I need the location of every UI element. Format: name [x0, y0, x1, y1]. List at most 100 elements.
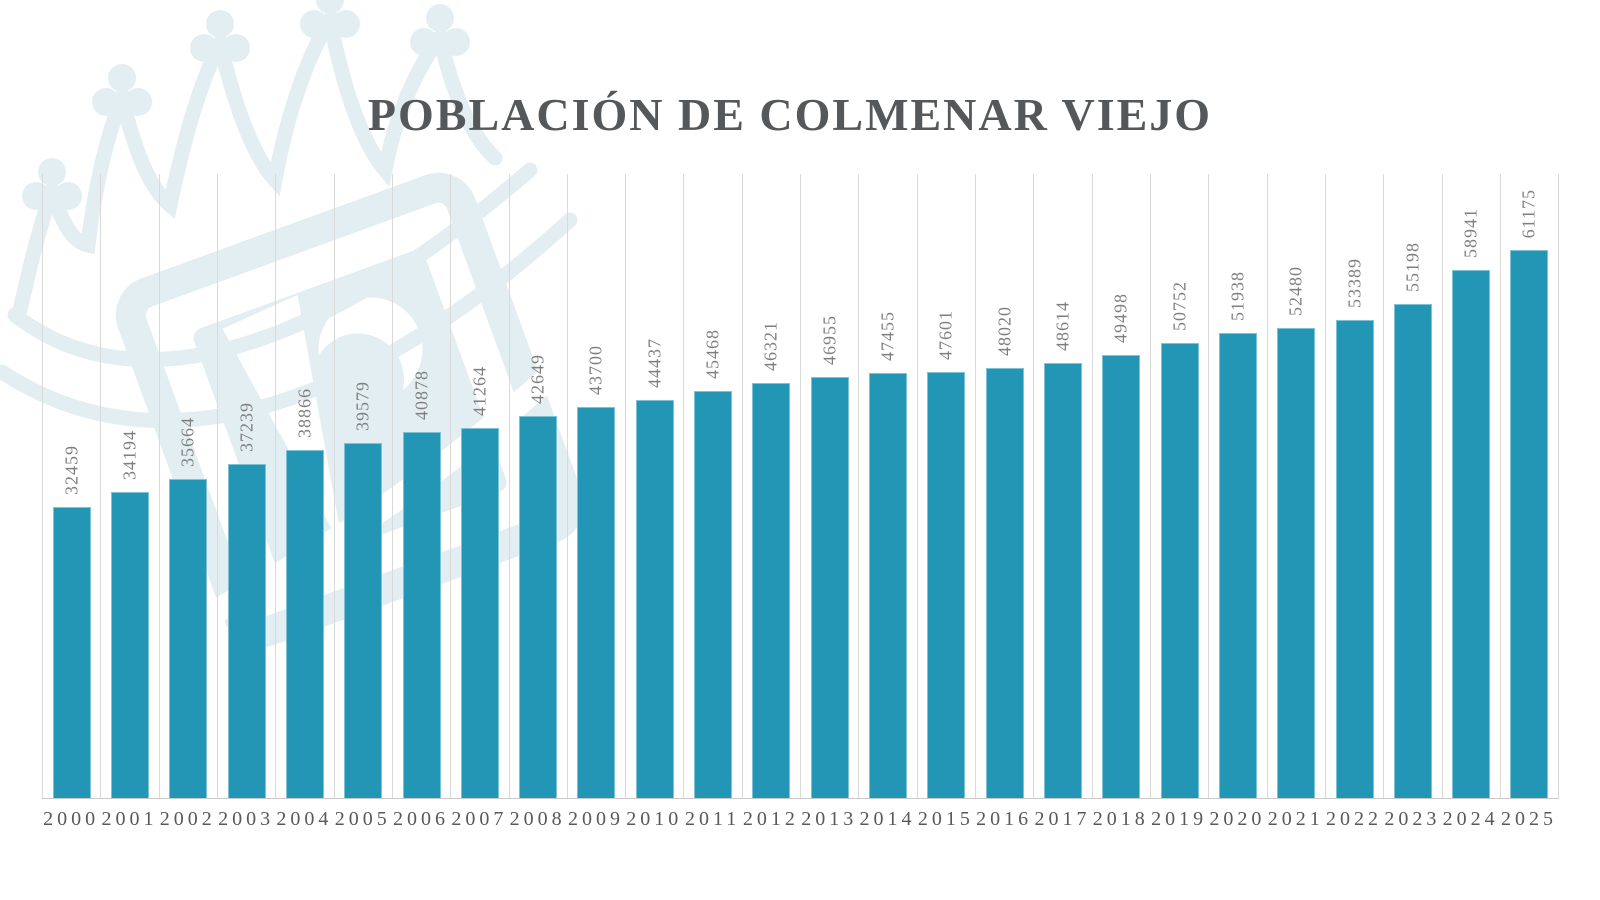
- bar: [1102, 355, 1141, 798]
- bar-column: 41264: [450, 174, 508, 798]
- x-axis-label: 2005: [334, 808, 391, 830]
- x-axis-label: 2004: [276, 808, 333, 830]
- bar-value-label: 48614: [1052, 301, 1073, 351]
- x-axis-label: 2001: [101, 808, 158, 830]
- bar-value-label: 34194: [119, 430, 140, 480]
- bar-column: 47455: [858, 174, 916, 798]
- bar-column: 50752: [1149, 174, 1208, 798]
- bar: [1043, 363, 1082, 798]
- bar-column: 53389: [1324, 174, 1383, 798]
- bar-column: 42649: [508, 174, 567, 798]
- x-axis-label: 2025: [1500, 808, 1557, 830]
- bar-value-label: 46321: [760, 321, 781, 371]
- bar-value-label: 39579: [352, 381, 373, 431]
- bar: [402, 432, 441, 798]
- bar-column: 37239: [216, 174, 275, 798]
- bar: [1452, 270, 1491, 798]
- bar: [985, 368, 1024, 798]
- x-axis-label: 2012: [742, 808, 799, 830]
- bar: [110, 492, 149, 798]
- bar-column: 46955: [800, 174, 858, 798]
- crown-icon: [0, 0, 578, 429]
- x-axis-label: 2003: [218, 808, 275, 830]
- x-axis-label: 2024: [1442, 808, 1499, 830]
- bar-column: 38866: [275, 174, 333, 798]
- x-axis-label: 2010: [626, 808, 683, 830]
- x-axis-label: 2006: [393, 808, 450, 830]
- x-axis-label: 2023: [1384, 808, 1441, 830]
- x-axis-label: 2021: [1267, 808, 1324, 830]
- bar-value-label: 58941: [1460, 208, 1481, 258]
- x-axis-label: 2015: [917, 808, 974, 830]
- x-axis-label: 2009: [567, 808, 624, 830]
- bar: [635, 400, 674, 798]
- bar: [1335, 320, 1374, 798]
- bar: [810, 377, 849, 798]
- bar: [1393, 304, 1432, 798]
- bar-value-label: 44437: [644, 338, 665, 388]
- x-axis-label: 2018: [1092, 808, 1149, 830]
- bar: [1510, 250, 1549, 798]
- plot-area: 32459 34194 35664 37239 38866 39579 40878 41264…: [42, 174, 1559, 799]
- bar: [460, 428, 499, 798]
- bar-column: 45468: [683, 174, 741, 798]
- x-axis-label: 2019: [1151, 808, 1208, 830]
- x-axis-label: 2000: [43, 808, 100, 830]
- bar-value-label: 48020: [994, 306, 1015, 356]
- bar: [344, 443, 383, 798]
- bar: [52, 507, 91, 798]
- bar-column: 52480: [1266, 174, 1325, 798]
- bar-column: 55198: [1383, 174, 1441, 798]
- x-axis-label: 2008: [509, 808, 566, 830]
- bar-value-label: 55198: [1402, 242, 1423, 292]
- bar: [869, 373, 908, 798]
- bar: [577, 407, 616, 798]
- bar-value-label: 43700: [585, 345, 606, 395]
- bar: [1218, 333, 1257, 798]
- bar-column: 49498: [1091, 174, 1150, 798]
- x-axis-label: 2002: [159, 808, 216, 830]
- bar-column: 34194: [100, 174, 158, 798]
- x-axis-label: 2016: [976, 808, 1033, 830]
- x-axis-label: 2011: [684, 808, 741, 830]
- bar-column: 47601: [916, 174, 975, 798]
- bar: [169, 479, 208, 798]
- bar-column: 40878: [391, 174, 450, 798]
- bar-value-label: 51938: [1227, 271, 1248, 321]
- bar-value-label: 61175: [1518, 188, 1539, 238]
- bar-column: 48614: [1033, 174, 1091, 798]
- x-axis-label: 2014: [859, 808, 916, 830]
- bar-value-label: 49498: [1110, 293, 1131, 343]
- chart-title: POBLACIÓN DE COLMENAR VIEJO: [367, 89, 1213, 140]
- bar: [927, 372, 966, 798]
- bar-value-label: 53389: [1344, 258, 1365, 308]
- bar: [519, 416, 558, 798]
- bar-value-label: 45468: [702, 329, 723, 379]
- bar-value-label: 47601: [935, 310, 956, 360]
- bar-value-label: 35664: [177, 417, 198, 467]
- bar: [1277, 328, 1316, 798]
- x-axis-label: 2017: [1034, 808, 1091, 830]
- bar-value-label: 47455: [877, 311, 898, 361]
- bar-column: 43700: [566, 174, 625, 798]
- bar-value-label: 37239: [236, 402, 257, 452]
- bar: [1160, 343, 1199, 798]
- x-axis-label: 2007: [451, 808, 508, 830]
- bar: [285, 450, 324, 798]
- bar-column: 58941: [1441, 174, 1500, 798]
- bar-column: 46321: [741, 174, 800, 798]
- x-axis-label: 2022: [1326, 808, 1383, 830]
- bar-value-label: 46955: [819, 315, 840, 365]
- x-axis-label: 2013: [801, 808, 858, 830]
- bar-column: 32459: [42, 174, 100, 798]
- bar-column: 48020: [975, 174, 1033, 798]
- bar-column: 61175: [1499, 174, 1558, 798]
- bar-value-label: 50752: [1169, 281, 1190, 331]
- bar: [227, 464, 266, 798]
- bar-value-label: 41264: [469, 366, 490, 416]
- bar-value-label: 52480: [1285, 266, 1306, 316]
- bar-column: 39579: [333, 174, 392, 798]
- bar-column: 51938: [1208, 174, 1266, 798]
- bar-column: 44437: [625, 174, 683, 798]
